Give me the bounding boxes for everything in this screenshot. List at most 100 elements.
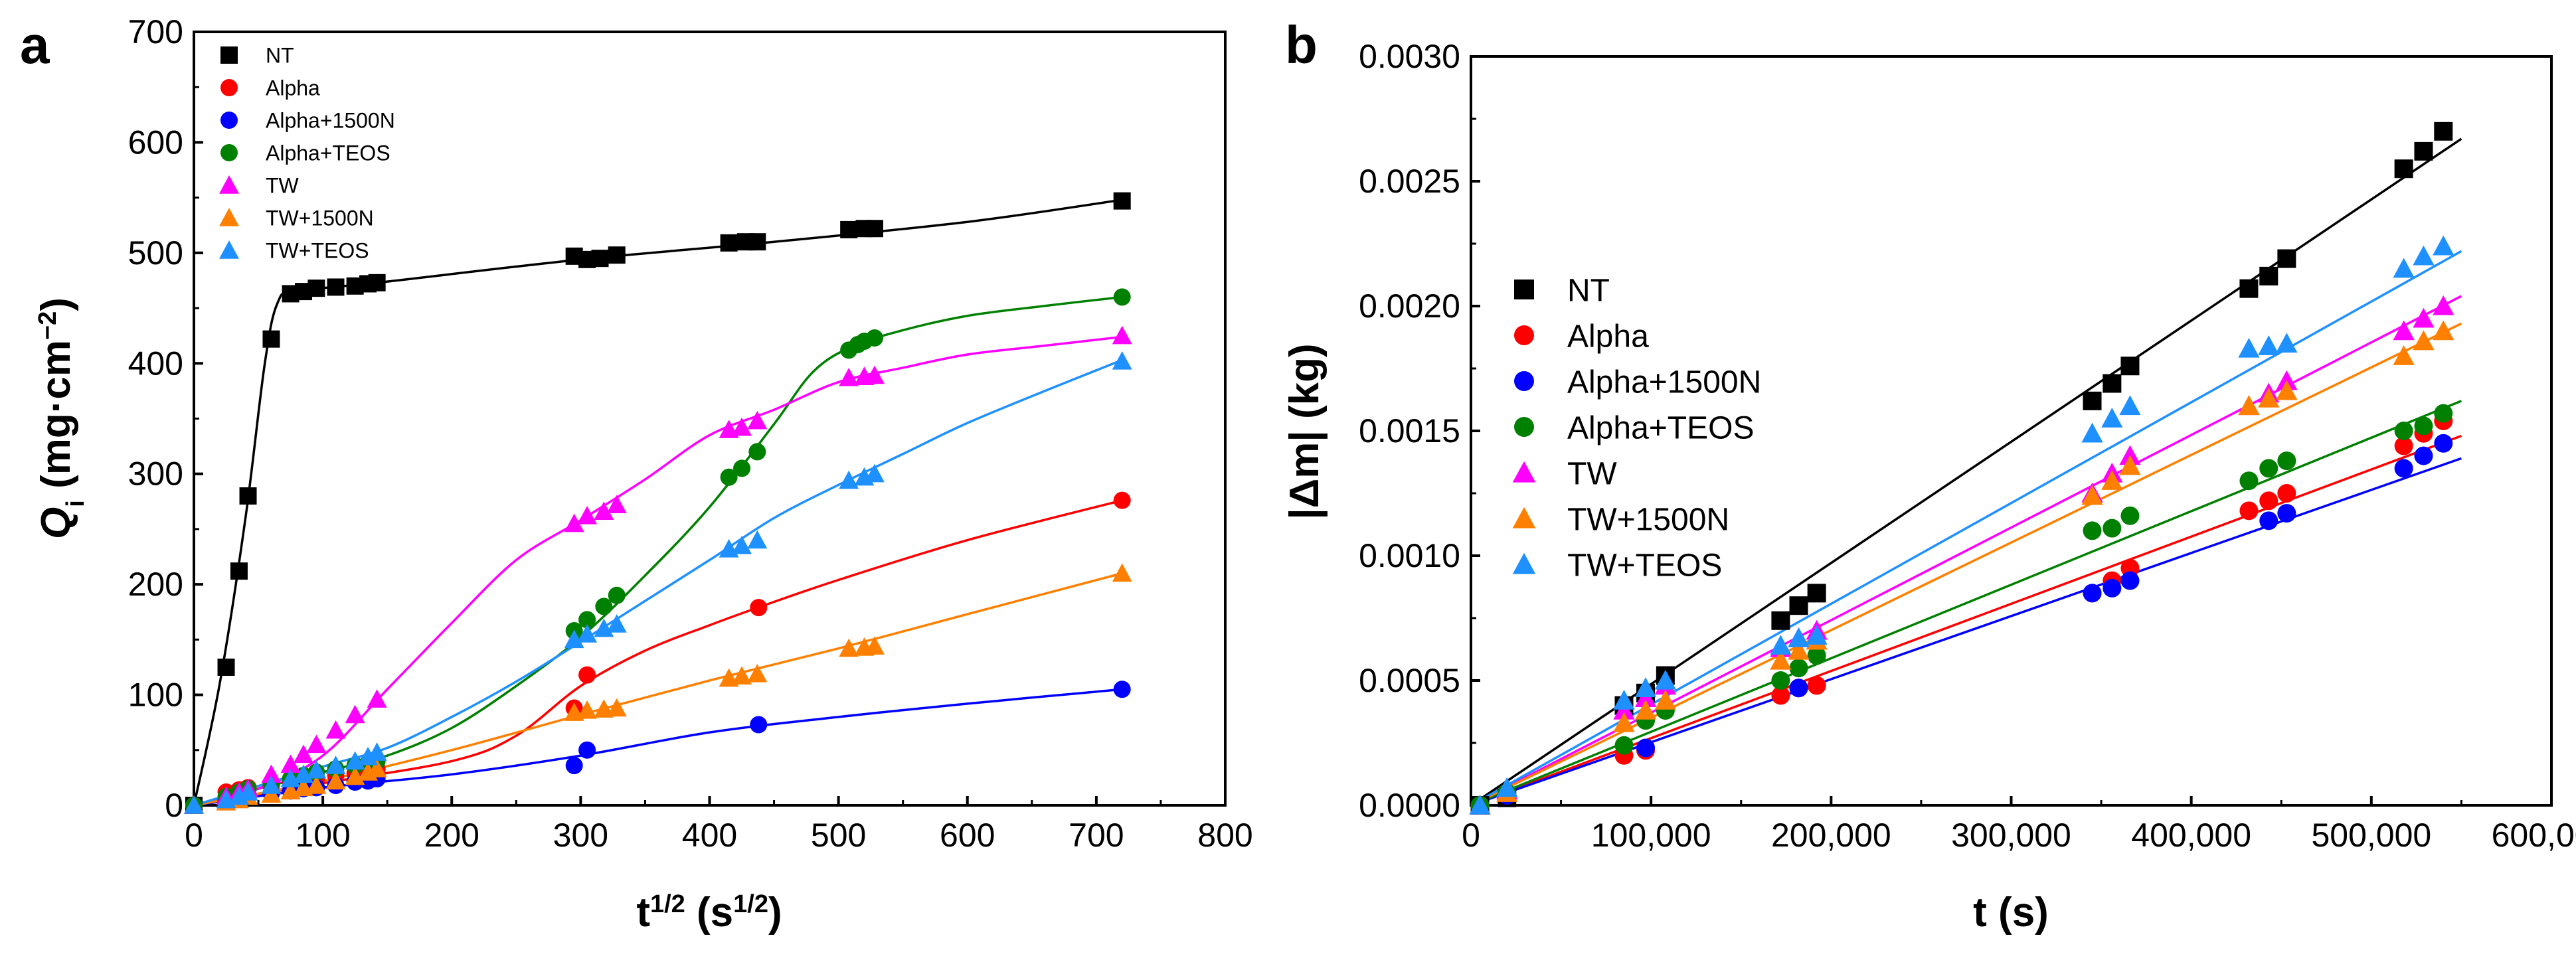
panel-b-point-tw	[2433, 295, 2454, 315]
panel-b-point-alpha-plus-1500n	[2120, 571, 2140, 590]
panel-a-point-tw-plus-teos	[839, 470, 859, 489]
panel-a-point-alpha-plus-teos	[865, 329, 883, 347]
panel-b-point-tw-plus-teos	[2081, 422, 2103, 443]
panel-b-point-tw-plus-teos	[2276, 333, 2298, 353]
panel-a-point-alpha-plus-teos	[595, 598, 613, 615]
panel-b-point-alpha-plus-teos	[2434, 404, 2453, 423]
panel-a-point-tw-plus-1500n	[747, 664, 768, 683]
panel-a-point-tw-plus-teos	[606, 614, 627, 633]
panel-a-point-tw	[732, 417, 752, 436]
panel-b-point-tw-plus-teos	[2393, 258, 2415, 278]
panel-b-point-tw-plus-1500n	[2081, 485, 2103, 505]
panel-b-legend-marker-tw-plus-teos	[1512, 552, 1536, 574]
panel-a-x-tick-label: 500	[811, 817, 866, 854]
panel-a-legend-label-alpha: Alpha	[266, 76, 320, 100]
panel-b-legend-label-tw: TW	[1567, 456, 1617, 491]
panel-a-point-alpha	[1113, 491, 1131, 509]
panel-b-point-alpha-plus-teos	[1771, 671, 1790, 690]
panel-b-point-nt	[2259, 266, 2278, 285]
panel-a-point-nt	[327, 278, 345, 296]
panel-a-x-tick-label: 400	[682, 817, 737, 854]
panel-a-point-tw	[747, 410, 768, 430]
panel-a-y-tick-label: 500	[128, 234, 183, 272]
panel-b-fit-line-alpha	[1470, 434, 2462, 807]
panel-a-legend-marker-alpha	[220, 79, 238, 96]
panel-a-point-tw-plus-teos	[747, 530, 768, 549]
panel-b-point-alpha-plus-1500n	[2414, 446, 2433, 465]
panel-a-legend-marker-nt	[220, 46, 238, 64]
panel-a-point-tw	[865, 365, 885, 384]
panel-b-point-tw-plus-1500n	[1634, 700, 1657, 720]
panel-a-point-tw	[564, 513, 584, 532]
panel-b-point-alpha	[2394, 436, 2413, 455]
panel-b-point-alpha-plus-teos	[1614, 736, 1634, 755]
panel-a-legend-label-tw-plus-1500n: TW+1500N	[266, 206, 374, 230]
panel-b-point-alpha-plus-1500n	[1789, 679, 1808, 698]
panel-b-legend-marker-alpha	[1514, 325, 1534, 345]
panel-b-point-tw-plus-teos	[2119, 395, 2141, 416]
panel-b-point-tw	[1634, 687, 1657, 708]
panel-a-point-tw-plus-teos	[238, 782, 258, 801]
panel-a-point-nt	[239, 487, 257, 505]
panel-a-point-nt	[217, 658, 235, 676]
panel-a-point-tw-plus-teos	[261, 775, 282, 794]
panel-b-legend-label-alpha: Alpha	[1567, 319, 1649, 354]
panel-b-point-tw	[2413, 307, 2435, 328]
panel-b-point-alpha	[2239, 501, 2259, 521]
panel-b-point-tw-plus-1500n	[2433, 320, 2454, 341]
panel-a-legend-label-tw: TW	[266, 174, 300, 198]
panel-a-point-tw	[345, 704, 365, 724]
panel-a-point-alpha-plus-teos	[733, 459, 751, 477]
panel-b-y-tick-label: 0.0015	[1359, 412, 1460, 449]
panel-b-chart: b 0 100,000 200,000 300,000 400,000 500,000 60…	[1282, 15, 2576, 935]
panel-a-point-tw-plus-1500n	[577, 700, 598, 719]
panel-b-fit-line-tw-plus-teos	[1470, 250, 2462, 807]
panel-b-legend-marker-alpha-plus-1500n	[1514, 371, 1534, 391]
panel-a-legend-marker-tw-plus-teos	[219, 240, 239, 259]
panel-b-y-tick-label: 0.0010	[1359, 537, 1460, 574]
panel-b-point-alpha-plus-teos	[2394, 422, 2413, 440]
panel-b-point-alpha-plus-1500n	[2434, 434, 2453, 453]
panel-a-point-tw-plus-teos	[325, 756, 346, 774]
panel-b-point-tw-plus-1500n	[2276, 380, 2298, 400]
panel-b-x-tick-label: 300,000	[1951, 817, 2071, 854]
panel-a-point-nt	[230, 562, 248, 580]
panel-a-legend-marker-tw-plus-1500n	[219, 208, 239, 226]
panel-b-point-tw	[2119, 445, 2141, 465]
panel-b-point-tw-plus-teos	[2433, 235, 2454, 256]
panel-b-x-tick-label: 0	[1462, 817, 1480, 854]
panel-b-point-tw-plus-1500n	[2238, 395, 2260, 416]
panel-b-legend-marker-nt	[1514, 280, 1534, 299]
panel-b-point-alpha-plus-teos	[2239, 471, 2259, 491]
panel-a-point-alpha-plus-1500n	[1113, 681, 1131, 698]
panel-a-point-alpha-plus-1500n	[565, 757, 583, 775]
panel-a-point-nt	[720, 234, 738, 252]
panel-b-x-tick-label: 100,000	[1591, 817, 1711, 854]
panel-a-legend-marker-alpha-plus-1500n	[220, 112, 238, 129]
panel-a-point-alpha-plus-teos	[608, 586, 626, 604]
panel-a-y-tick-label: 600	[128, 123, 183, 161]
panel-a-point-nt	[748, 233, 766, 251]
panel-b-point-tw-plus-teos	[1806, 625, 1828, 645]
panel-a-point-tw-plus-teos	[367, 742, 387, 761]
panel-b-point-alpha	[2259, 491, 2278, 511]
panel-a-legend-marker-alpha-plus-teos	[220, 144, 238, 161]
panel-b-x-tick-label: 500,000	[2311, 817, 2431, 854]
panel-a-legend-label-tw-plus-teos: TW+TEOS	[266, 239, 369, 263]
panel-a-x-tick-label: 300	[553, 817, 608, 854]
panel-b-point-tw-plus-teos	[1469, 794, 1491, 815]
panel-a-point-tw-plus-teos	[865, 463, 885, 483]
panel-a-y-tick-label: 100	[128, 677, 183, 714]
panel-b-point-alpha-plus-teos	[2259, 459, 2278, 478]
panel-a-x-tick-label: 0	[185, 817, 203, 854]
panel-a-point-tw-plus-1500n	[367, 759, 387, 777]
panel-b-point-tw-plus-teos	[1496, 777, 1518, 797]
panel-a-point-tw-plus-1500n	[606, 698, 627, 717]
panel-b-point-alpha-plus-1500n	[2394, 459, 2413, 478]
panel-b-point-alpha-plus-teos	[1789, 659, 1808, 678]
panel-a-legend-marker-tw	[219, 175, 239, 194]
panel-a-point-tw-plus-teos	[1112, 351, 1132, 370]
panel-b-point-nt	[2277, 249, 2296, 268]
panel-a-point-nt	[307, 280, 325, 297]
panel-a-point-tw	[280, 754, 301, 773]
